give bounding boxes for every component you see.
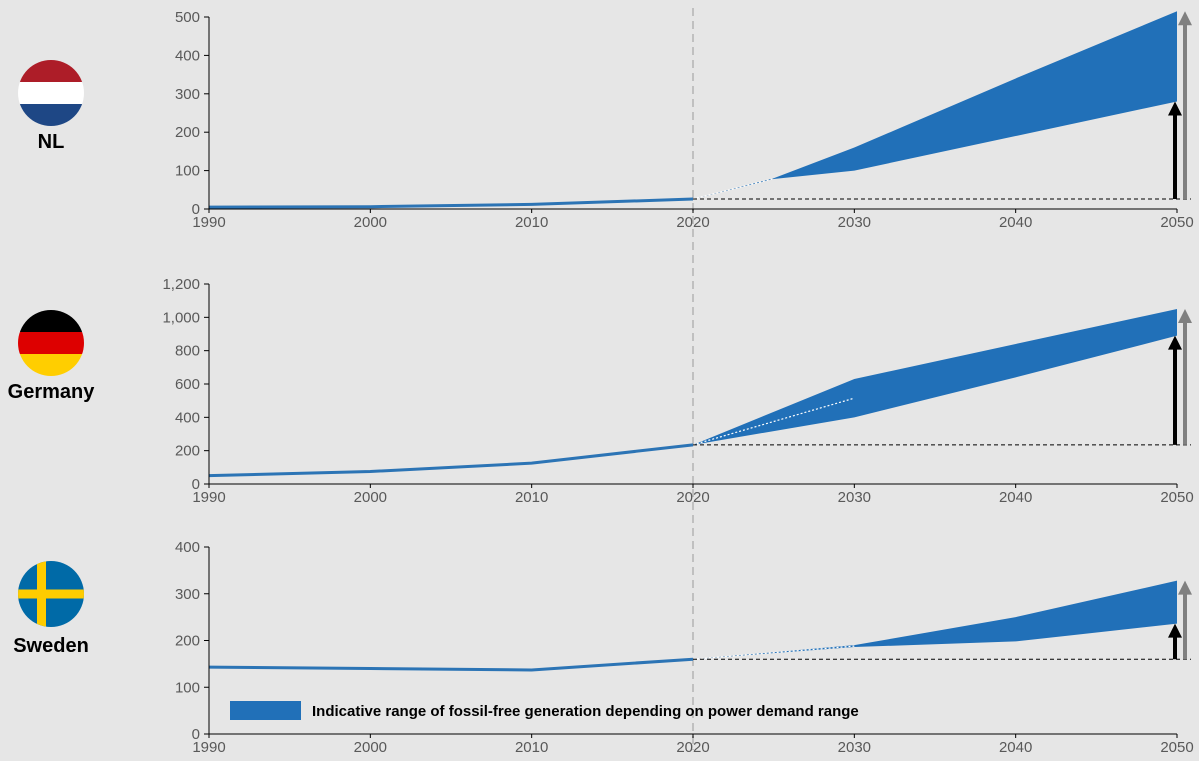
x-tick-label: 2040	[999, 489, 1032, 506]
y-tick-label: 400	[175, 47, 200, 64]
x-tick-label: 1990	[192, 489, 225, 506]
transition-dots	[692, 645, 855, 660]
arrow-black-head	[1168, 623, 1182, 638]
x-tick-label: 1990	[192, 214, 225, 231]
y-tick-label: 400	[175, 539, 200, 556]
y-tick-label: 1,000	[162, 309, 200, 326]
y-tick-label: 200	[175, 124, 200, 141]
y-tick-label: 500	[175, 9, 200, 26]
x-tick-label: 2030	[838, 739, 871, 756]
arrow-black-head	[1168, 335, 1182, 350]
flags	[18, 60, 84, 627]
legend-label: Indicative range of fossil-free generati…	[312, 703, 859, 720]
x-tick-label: 2010	[515, 739, 548, 756]
x-tick-label: 2020	[676, 489, 709, 506]
x-tick-label: 2010	[515, 489, 548, 506]
netherlands-flag	[18, 60, 84, 126]
country-label-nl: NL	[37, 131, 65, 153]
y-tick-label: 200	[175, 443, 200, 460]
x-tick-label: 2030	[838, 489, 871, 506]
range-band	[693, 309, 1177, 445]
arrow-grey-head	[1178, 580, 1192, 595]
country-label-sweden: Sweden	[13, 635, 89, 657]
x-tick-label: 2000	[354, 214, 387, 231]
y-tick-label: 100	[175, 679, 200, 696]
x-tick-label: 2050	[1160, 489, 1193, 506]
transition-dots	[692, 178, 774, 200]
x-tick-label: 2000	[354, 489, 387, 506]
panel-nl: 0 100 200 300 400 500 1990 2000 2010 2020 2030 2040…	[175, 9, 1194, 231]
x-tick-label: 2030	[838, 214, 871, 231]
y-tick-label: 200	[175, 633, 200, 650]
y-tick-label: 0	[192, 726, 200, 743]
arrow-black-head	[1168, 101, 1182, 116]
arrow-grey-head	[1178, 11, 1192, 26]
y-tick-label: 0	[192, 476, 200, 493]
history-line	[208, 197, 694, 209]
sweden-flag	[18, 561, 84, 627]
range-band	[693, 580, 1177, 660]
history-line	[208, 443, 694, 478]
x-tick-label: 2000	[354, 739, 387, 756]
history-line	[208, 657, 694, 672]
panel-sweden: 0 100 200 300 400 1990 2000 2010 2020 2030 2040 205…	[175, 539, 1194, 756]
x-tick-label: 2020	[676, 739, 709, 756]
x-tick-label: 2040	[999, 739, 1032, 756]
y-tick-label: 100	[175, 163, 200, 180]
y-tick-label: 800	[175, 343, 200, 360]
legend: Indicative range of fossil-free generati…	[230, 701, 859, 720]
y-tick-label: 1,200	[162, 276, 200, 293]
x-tick-label: 2040	[999, 214, 1032, 231]
y-tick-label: 300	[175, 586, 200, 603]
x-tick-label: 1990	[192, 739, 225, 756]
panel-germany: 0 200 400 600 800 1,000 1,200 1990 2000 2010 2020 2…	[162, 276, 1193, 506]
x-tick-label: 2020	[676, 214, 709, 231]
legend-swatch	[230, 701, 301, 720]
range-band	[693, 11, 1177, 200]
germany-flag	[18, 310, 84, 376]
x-tick-label: 2010	[515, 214, 548, 231]
country-label-germany: Germany	[7, 381, 95, 403]
arrow-grey-head	[1178, 309, 1192, 323]
x-tick-label: 2050	[1160, 739, 1193, 756]
y-tick-label: 300	[175, 86, 200, 103]
x-tick-label: 2050	[1160, 214, 1193, 231]
y-tick-label: 400	[175, 409, 200, 426]
y-tick-label: 600	[175, 376, 200, 393]
y-tick-label: 0	[192, 201, 200, 218]
